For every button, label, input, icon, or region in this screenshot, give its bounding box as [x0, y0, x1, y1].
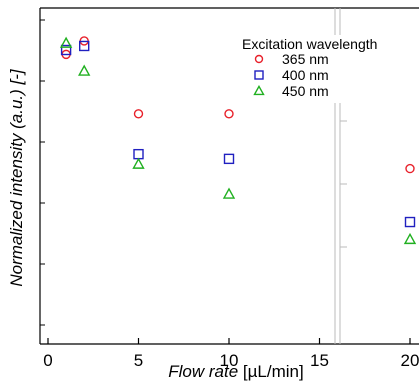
x-ticks: 0 5 10 15 20: [43, 338, 419, 370]
x-tick-label: 10: [220, 351, 239, 370]
data-point: [78, 64, 91, 76]
legend-entry: 365 nm: [282, 51, 329, 67]
x-tick-label: 20: [401, 351, 419, 370]
data-point: [133, 148, 144, 160]
data-points: [59, 36, 417, 245]
legend-title: Excitation wavelength: [242, 36, 377, 52]
data-point: [78, 40, 90, 52]
x-tick-label: 0: [43, 351, 52, 370]
legend-entry: 450 nm: [282, 83, 329, 99]
data-point: [133, 109, 144, 119]
data-point: [403, 232, 417, 245]
data-point: [224, 109, 234, 119]
x-axis-label: Flow rate [µL/min]: [168, 362, 303, 381]
data-point: [222, 187, 236, 199]
data-point: [405, 163, 415, 174]
data-point: [404, 216, 416, 228]
data-point: [223, 153, 235, 165]
series-450-nm: [59, 36, 417, 245]
x-tick-label: 15: [310, 351, 329, 370]
legend-marker: [253, 84, 265, 96]
x-tick-label: 5: [134, 351, 143, 370]
legend-marker: [254, 70, 264, 80]
data-point: [60, 44, 72, 56]
data-point: [59, 36, 73, 48]
data-point: [132, 157, 145, 169]
y-axis-label: Normalized intensity (a.u.) [-]: [7, 68, 26, 287]
legend-entry: 400 nm: [282, 67, 329, 83]
legend-marker: [254, 54, 264, 64]
legend-box: [237, 35, 397, 103]
series-400-nm: [60, 40, 416, 228]
